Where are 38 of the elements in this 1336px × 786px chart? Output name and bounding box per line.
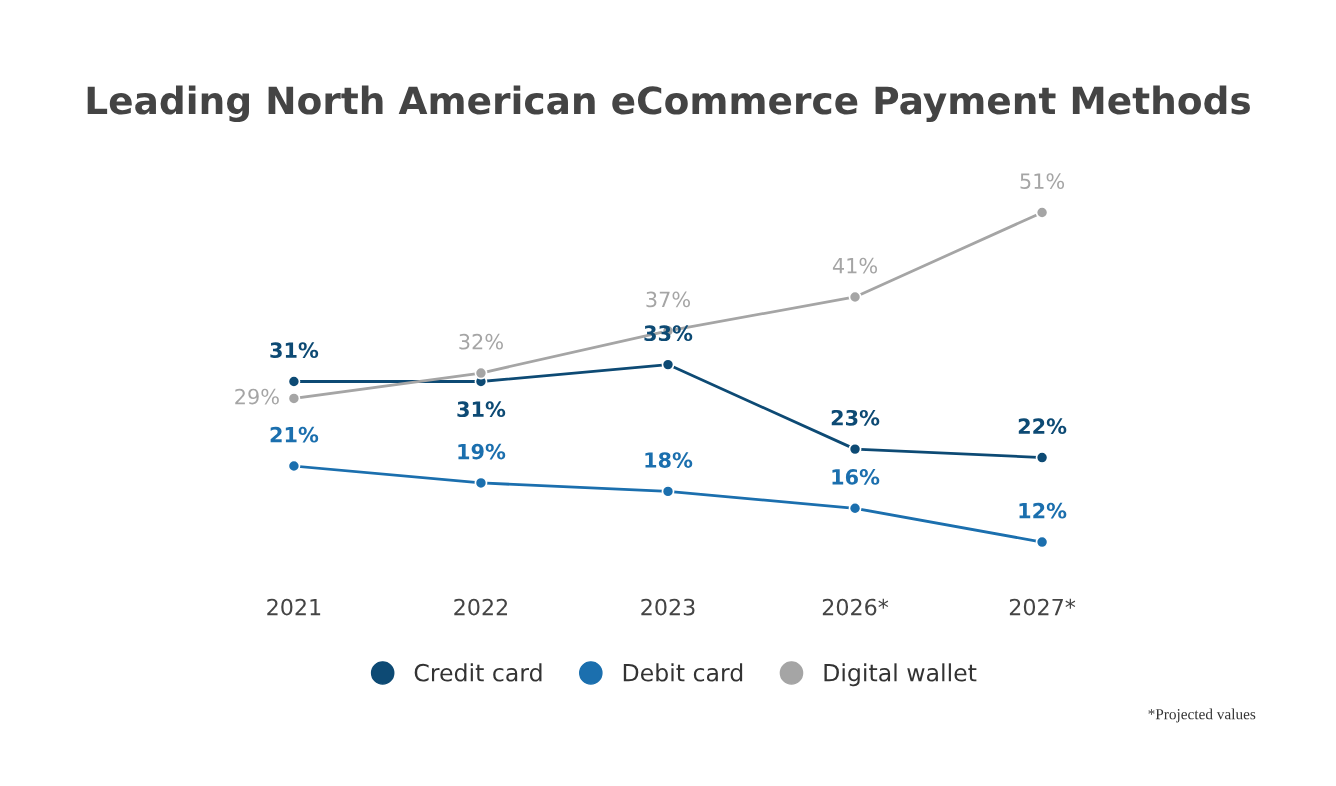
data-label: 41%: [832, 257, 878, 274]
x-tick-label: 2023: [641, 598, 695, 616]
legend-label: Digital wallet: [824, 663, 977, 687]
point: [848, 501, 862, 515]
point: [1035, 535, 1049, 549]
data-label: 31%: [457, 401, 506, 418]
data-label: 33%: [644, 325, 693, 342]
point: [1035, 206, 1049, 219]
data-label: 18%: [645, 452, 693, 468]
point: [474, 366, 488, 380]
data-label: 12%: [1019, 502, 1067, 519]
point: [287, 392, 301, 405]
data-label: 51%: [1020, 173, 1065, 189]
data-label: 32%: [459, 333, 503, 350]
point: [474, 476, 488, 490]
x-tick-label: 2021: [267, 598, 321, 616]
legend-label: Credit card: [414, 663, 542, 682]
point: [661, 484, 675, 498]
data-label: 16%: [832, 469, 880, 485]
chart-title: Leading North American eCommerce Payment Methods: [87, 85, 1250, 123]
text: *Projected values: [1148, 708, 1256, 723]
point: [661, 358, 675, 371]
point: [848, 290, 862, 304]
data-label: 23%: [831, 409, 880, 426]
point: [848, 442, 862, 456]
legend-label: Debit card: [623, 663, 743, 682]
data-label: 37%: [646, 291, 690, 308]
point: [1035, 451, 1049, 464]
data-label: 22%: [1018, 418, 1067, 435]
data-label: 31%: [270, 342, 319, 359]
data-label: 29%: [235, 388, 279, 405]
point: [287, 375, 301, 388]
x-tick-label: 2022: [454, 598, 508, 616]
data-label: 21%: [270, 426, 319, 443]
point: [287, 459, 301, 473]
x-tick-label: 2026*: [822, 598, 889, 616]
data-label: 19%: [458, 443, 506, 460]
x-tick-label: 2027*: [1009, 598, 1076, 616]
